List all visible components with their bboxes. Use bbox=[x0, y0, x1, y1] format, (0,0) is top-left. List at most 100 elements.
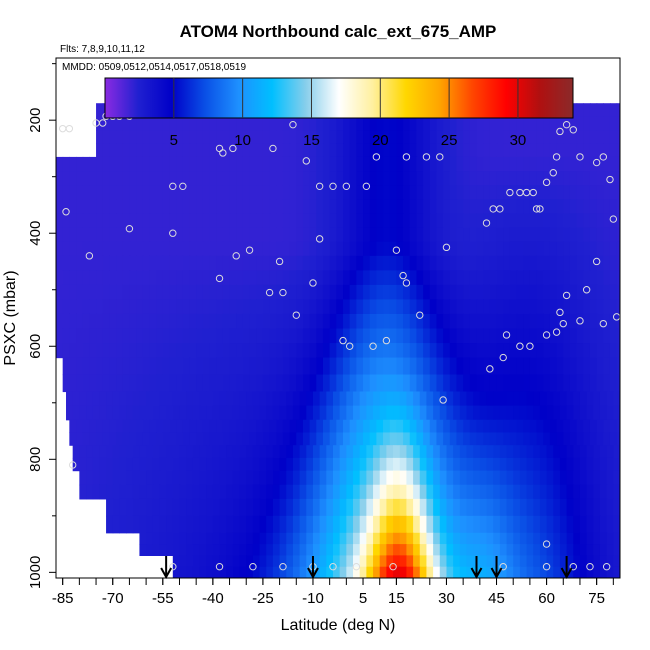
heatmap-cell bbox=[496, 116, 504, 131]
heatmap-cell bbox=[583, 185, 591, 200]
heatmap-cell bbox=[419, 470, 428, 486]
heatmap-cell bbox=[136, 255, 144, 271]
heatmap-cell bbox=[416, 116, 424, 131]
heatmap-cell bbox=[56, 328, 64, 344]
sample-point bbox=[502, 331, 511, 339]
heatmap-cell bbox=[449, 130, 458, 145]
heatmap-cell bbox=[523, 419, 531, 434]
heatmap-cell bbox=[259, 515, 267, 534]
heatmap-cell bbox=[319, 498, 327, 517]
heatmap-cell bbox=[366, 484, 374, 500]
heatmap-cell bbox=[466, 457, 474, 472]
heatmap-cell bbox=[316, 299, 324, 315]
heatmap-cell bbox=[399, 405, 408, 421]
heatmap-cell bbox=[252, 484, 261, 500]
heatmap-cell bbox=[349, 156, 357, 172]
heatmap-cell bbox=[326, 470, 334, 486]
sample-point bbox=[496, 205, 504, 213]
heatmap-cell bbox=[56, 284, 64, 301]
heatmap-cell bbox=[239, 515, 247, 534]
heatmap-cell bbox=[573, 405, 581, 421]
heatmap-cell bbox=[186, 515, 194, 534]
heatmap-cell bbox=[302, 130, 311, 145]
heatmap-cell bbox=[222, 143, 231, 158]
heatmap-cell bbox=[416, 313, 424, 330]
heatmap-cell bbox=[359, 470, 367, 486]
heatmap-cell bbox=[316, 185, 324, 200]
heatmap-cell bbox=[202, 143, 211, 158]
heatmap-cell bbox=[329, 241, 337, 257]
heatmap-cell bbox=[573, 566, 581, 578]
heatmap-cell bbox=[302, 255, 311, 271]
heatmap-cell bbox=[616, 156, 620, 172]
heatmap-cell bbox=[216, 270, 224, 286]
heatmap-cell bbox=[543, 227, 551, 243]
heatmap-cell bbox=[99, 457, 107, 472]
heatmap-cell bbox=[219, 484, 227, 500]
heatmap-cell bbox=[62, 357, 70, 376]
heatmap-cell bbox=[453, 532, 461, 545]
heatmap-cell bbox=[92, 484, 100, 500]
heatmap-cell bbox=[499, 484, 508, 500]
heatmap-cell bbox=[533, 544, 541, 556]
heatmap-cell bbox=[232, 515, 241, 534]
heatmap-cell bbox=[403, 284, 411, 301]
heatmap-cell bbox=[286, 498, 294, 517]
heatmap-cell bbox=[339, 566, 347, 578]
heatmap-cell bbox=[176, 185, 184, 200]
heatmap-cell bbox=[286, 515, 294, 534]
heatmap-cell bbox=[446, 457, 454, 472]
heatmap-cell bbox=[426, 445, 434, 459]
heatmap-cell bbox=[146, 457, 154, 472]
x-tick-label: 75 bbox=[588, 590, 605, 607]
heatmap-cell bbox=[149, 299, 157, 315]
heatmap-cell bbox=[536, 171, 544, 186]
heatmap-cell bbox=[503, 432, 511, 446]
heatmap-cell bbox=[266, 457, 274, 472]
heatmap-cell bbox=[56, 343, 64, 359]
heatmap-cell bbox=[62, 313, 70, 330]
heatmap-cell bbox=[252, 498, 261, 517]
heatmap-cell bbox=[466, 566, 474, 578]
heatmap-cell bbox=[169, 199, 177, 215]
heatmap-cell bbox=[596, 185, 604, 200]
heatmap-cell bbox=[282, 313, 291, 330]
heatmap-cell bbox=[513, 470, 521, 486]
heatmap-cell bbox=[449, 156, 458, 172]
heatmap-cell bbox=[563, 432, 571, 446]
heatmap-cell bbox=[363, 255, 371, 271]
heatmap-cell bbox=[483, 227, 491, 243]
heatmap-cell bbox=[513, 544, 521, 556]
heatmap-cell bbox=[413, 391, 421, 407]
heatmap-cell bbox=[96, 299, 104, 315]
heatmap-cell bbox=[236, 270, 244, 286]
heatmap-cell bbox=[332, 498, 341, 517]
heatmap-cell bbox=[56, 156, 64, 172]
heatmap-cell bbox=[92, 457, 100, 472]
heatmap-cell bbox=[506, 515, 514, 534]
heatmap-cell bbox=[399, 544, 408, 556]
heatmap-cell bbox=[272, 457, 281, 472]
heatmap-cell bbox=[456, 419, 464, 434]
heatmap-cell bbox=[99, 484, 107, 500]
heatmap-cell bbox=[286, 555, 294, 568]
heatmap-cell bbox=[112, 405, 121, 421]
heatmap-cell bbox=[56, 185, 64, 200]
heatmap-cell bbox=[109, 185, 117, 200]
heatmap-cell bbox=[496, 432, 504, 446]
heatmap-cell bbox=[336, 199, 344, 215]
heatmap-cell bbox=[383, 328, 391, 344]
heatmap-cell bbox=[176, 171, 184, 186]
heatmap-cell bbox=[172, 391, 181, 407]
heatmap-cell bbox=[506, 566, 514, 578]
heatmap-cell bbox=[606, 391, 614, 407]
heatmap-cell bbox=[509, 227, 518, 243]
heatmap-cell bbox=[196, 328, 204, 344]
heatmap-cell bbox=[219, 457, 227, 472]
heatmap-cell bbox=[82, 419, 90, 434]
heatmap-cell bbox=[269, 241, 277, 257]
heatmap-cell bbox=[292, 445, 301, 459]
heatmap-cell bbox=[312, 405, 321, 421]
heatmap-cell bbox=[616, 227, 620, 243]
heatmap-cell bbox=[469, 313, 478, 330]
